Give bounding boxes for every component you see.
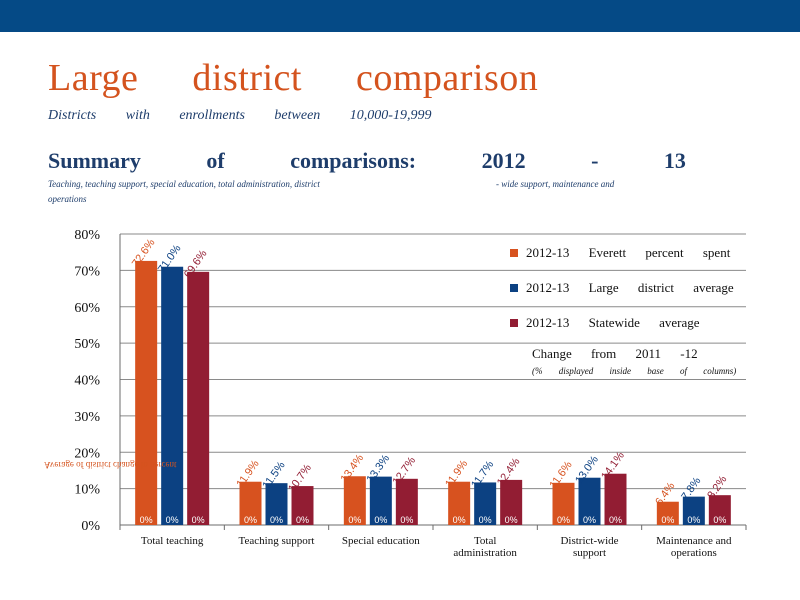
change-label-statewide: 0% [505, 515, 518, 525]
bar-large-district [265, 483, 288, 525]
bar-everett [552, 482, 575, 525]
y-tick-label: 0% [81, 519, 100, 534]
bar-large-district [682, 496, 705, 525]
change-label-large-district: 0% [270, 515, 283, 525]
legend-label-large-district: 2012-13 Large district average [526, 280, 734, 296]
x-category-label: Special education [342, 535, 420, 547]
x-category-label: Total teaching [141, 535, 204, 547]
y-tick-label: 80% [74, 228, 100, 243]
change-label-statewide: 0% [192, 515, 205, 525]
change-label-statewide: 0% [609, 515, 622, 525]
change-note: (% displayed inside base of columns) [532, 366, 737, 376]
y-tick-label: 60% [74, 301, 100, 316]
bar-everett [135, 260, 158, 525]
x-category-label: Total administration [453, 535, 517, 559]
mirrored-axis-artifact: Average of district change in percent [44, 460, 177, 470]
change-label-everett: 0% [244, 515, 257, 525]
change-label-large-district: 0% [583, 515, 596, 525]
caption-line-2: operations [48, 194, 87, 204]
bar-large-district [578, 477, 601, 525]
bar-statewide [500, 479, 523, 525]
y-tick-label: 20% [74, 446, 100, 461]
legend-label-everett: 2012-13 Everett percent spent [526, 245, 731, 261]
top-banner [0, 0, 800, 32]
change-label-everett: 0% [348, 515, 361, 525]
change-label-large-district: 0% [166, 515, 179, 525]
bar-statewide [291, 486, 314, 525]
legend-swatch-everett [510, 249, 518, 258]
bar-everett [343, 476, 366, 525]
caption-line-1-cont: - wide support, maintenance and [496, 179, 615, 189]
change-label-everett: 0% [140, 515, 153, 525]
change-label-large-district: 0% [374, 515, 387, 525]
bar-everett [239, 481, 262, 525]
bar-everett [448, 481, 471, 525]
slide-title: Large district comparison [48, 57, 539, 99]
bar-large-district [161, 266, 184, 525]
y-tick-label: 70% [74, 264, 100, 279]
section-title: Summary of comparisons: 2012 - 13 [48, 148, 686, 173]
change-label-statewide: 0% [296, 515, 309, 525]
change-label-everett: 0% [661, 515, 674, 525]
bar-statewide [187, 271, 210, 525]
legend-item-everett: 2012-13 Everett percent spent [510, 244, 730, 264]
change-label-large-district: 0% [687, 515, 700, 525]
change-label-large-district: 0% [479, 515, 492, 525]
caption-line-1: Teaching, teaching support, special educ… [48, 179, 320, 189]
legend-swatch-large-district [510, 284, 518, 293]
change-label-everett: 0% [557, 515, 570, 525]
x-category-label: Teaching support [239, 535, 315, 547]
bar-large-district [369, 476, 392, 525]
bar-statewide [604, 473, 627, 525]
bar-statewide [708, 495, 731, 525]
legend-swatch-statewide [510, 319, 518, 328]
legend-label-statewide: 2012-13 Statewide average [526, 315, 700, 331]
legend-item-large-district: 2012-13 Large district average [510, 279, 734, 299]
bar-everett [656, 501, 679, 525]
slide-subtitle: Districts with enrollments between 10,00… [48, 108, 432, 123]
change-title: Change from 2011 -12 [532, 346, 698, 361]
change-label-statewide: 0% [713, 515, 726, 525]
x-category-label: District-wide support [560, 535, 618, 559]
legend-item-statewide: 2012-13 Statewide average [510, 314, 700, 334]
y-tick-label: 40% [74, 374, 100, 389]
x-category-label: Maintenance and operations [656, 535, 732, 559]
change-label-statewide: 0% [400, 515, 413, 525]
bar-large-district [474, 482, 497, 525]
change-label-everett: 0% [453, 515, 466, 525]
y-tick-label: 30% [74, 410, 100, 425]
y-tick-label: 10% [74, 483, 100, 498]
bar-statewide [395, 478, 418, 525]
y-tick-label: 50% [74, 337, 100, 352]
